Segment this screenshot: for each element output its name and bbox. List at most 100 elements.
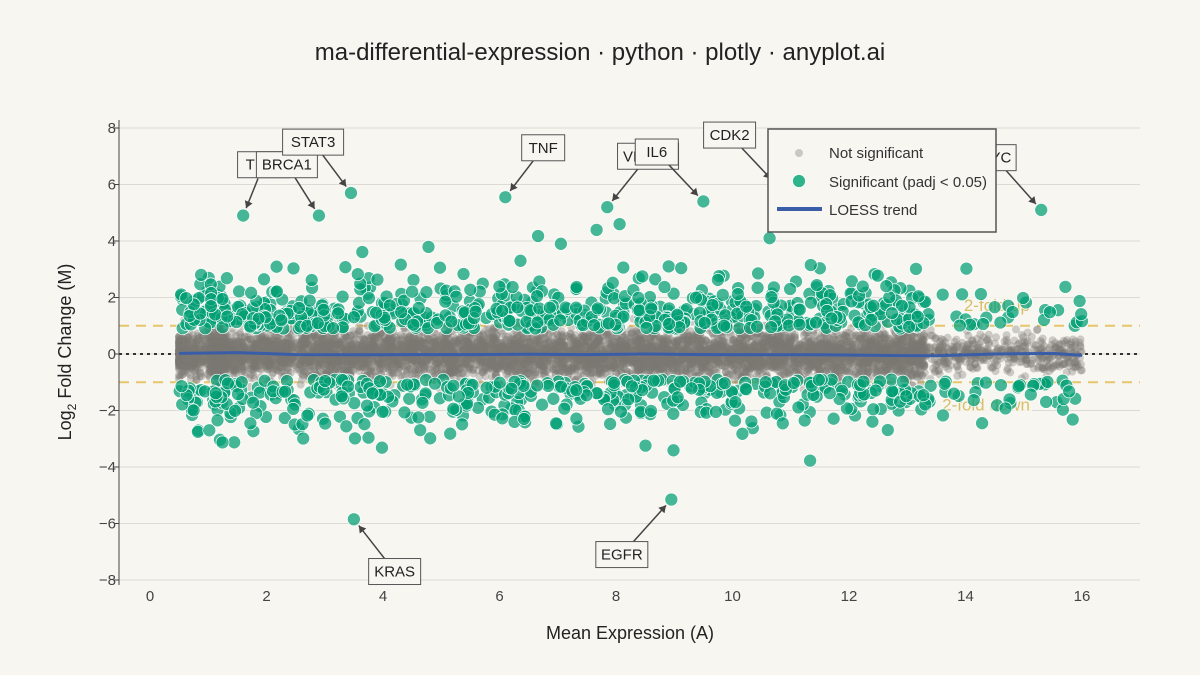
not-significant-point — [189, 345, 198, 354]
not-significant-point — [750, 363, 758, 372]
not-significant-point — [508, 339, 516, 348]
not-significant-point — [175, 365, 184, 374]
not-significant-point — [520, 360, 528, 369]
not-significant-point — [655, 366, 664, 375]
not-significant-point — [191, 341, 200, 350]
not-significant-point — [690, 368, 699, 376]
not-significant-point — [310, 331, 319, 340]
not-significant-point — [221, 337, 230, 346]
not-significant-point — [477, 354, 486, 363]
not-significant-point — [586, 354, 595, 363]
not-significant-point — [252, 344, 261, 353]
not-significant-point — [541, 340, 550, 349]
not-significant-point — [266, 342, 275, 351]
not-significant-point — [226, 354, 235, 363]
not-significant-point — [670, 358, 679, 366]
not-significant-point — [806, 355, 815, 364]
not-significant-point — [741, 356, 750, 365]
not-significant-point — [776, 336, 785, 345]
not-significant-point — [534, 359, 543, 368]
not-significant-point — [175, 361, 184, 370]
not-significant-point — [403, 356, 412, 365]
not-significant-point — [787, 336, 796, 345]
not-significant-point — [572, 356, 581, 365]
not-significant-point — [638, 364, 647, 373]
not-significant-point — [639, 359, 648, 368]
not-significant-point — [175, 349, 184, 358]
not-significant-point — [575, 357, 584, 365]
not-significant-point — [232, 354, 241, 363]
not-significant-point — [688, 356, 697, 365]
not-significant-point — [348, 356, 357, 365]
not-significant-point — [950, 337, 959, 346]
not-significant-point — [175, 355, 184, 364]
not-significant-point — [223, 356, 232, 365]
not-significant-point — [356, 363, 365, 372]
not-significant-point — [799, 341, 808, 350]
not-significant-point — [710, 355, 719, 364]
not-significant-point — [700, 340, 709, 349]
not-significant-point — [473, 345, 482, 354]
not-significant-point — [220, 338, 229, 347]
not-significant-point — [583, 334, 592, 343]
not-significant-point — [1010, 336, 1019, 345]
not-significant-point — [717, 361, 726, 370]
not-significant-point — [181, 359, 190, 368]
not-significant-point — [447, 339, 456, 347]
not-significant-point — [360, 347, 369, 356]
not-significant-point — [542, 344, 551, 353]
not-significant-point — [587, 343, 595, 352]
not-significant-point — [673, 341, 682, 350]
not-significant-point — [517, 336, 526, 345]
not-significant-point — [258, 339, 267, 348]
not-significant-point — [860, 356, 869, 365]
not-significant-point — [886, 362, 895, 370]
not-significant-point — [391, 358, 400, 367]
not-significant-point — [267, 345, 276, 354]
not-significant-point — [348, 362, 356, 370]
not-significant-point — [263, 339, 271, 348]
not-significant-point — [344, 366, 353, 375]
not-significant-point — [175, 341, 184, 350]
not-significant-point — [793, 365, 802, 374]
y-tick-label: 2 — [108, 290, 116, 307]
not-significant-point — [558, 333, 567, 341]
not-significant-point — [559, 356, 568, 365]
not-significant-point — [750, 356, 759, 365]
not-significant-point — [1033, 326, 1041, 334]
not-significant-point — [237, 365, 246, 374]
not-significant-point — [582, 357, 591, 366]
not-significant-point — [838, 361, 847, 370]
not-significant-point — [655, 346, 664, 355]
not-significant-point — [273, 366, 282, 375]
not-significant-point — [504, 365, 513, 374]
not-significant-point — [612, 369, 621, 378]
not-significant-point — [786, 340, 794, 348]
not-significant-point — [827, 344, 836, 353]
not-significant-point — [559, 340, 568, 349]
not-significant-point — [716, 342, 725, 351]
not-significant-point — [175, 358, 184, 367]
not-significant-point — [397, 343, 406, 352]
not-significant-point — [178, 363, 187, 372]
not-significant-point — [526, 339, 535, 348]
not-significant-point — [416, 358, 425, 367]
not-significant-point — [880, 363, 889, 372]
not-significant-point — [771, 356, 780, 365]
not-significant-point — [411, 357, 420, 366]
not-significant-point — [250, 359, 259, 368]
not-significant-point — [908, 331, 917, 340]
not-significant-point — [267, 354, 276, 363]
not-significant-point — [813, 361, 822, 370]
not-significant-point — [210, 342, 219, 351]
not-significant-point — [808, 355, 817, 364]
not-significant-point — [445, 343, 454, 352]
not-significant-point — [591, 345, 600, 354]
not-significant-point — [207, 344, 216, 353]
not-significant-point — [559, 360, 568, 369]
not-significant-point — [360, 363, 369, 372]
not-significant-point — [764, 336, 773, 345]
not-significant-point — [633, 346, 642, 355]
not-significant-point — [401, 371, 409, 380]
not-significant-point — [540, 335, 549, 343]
